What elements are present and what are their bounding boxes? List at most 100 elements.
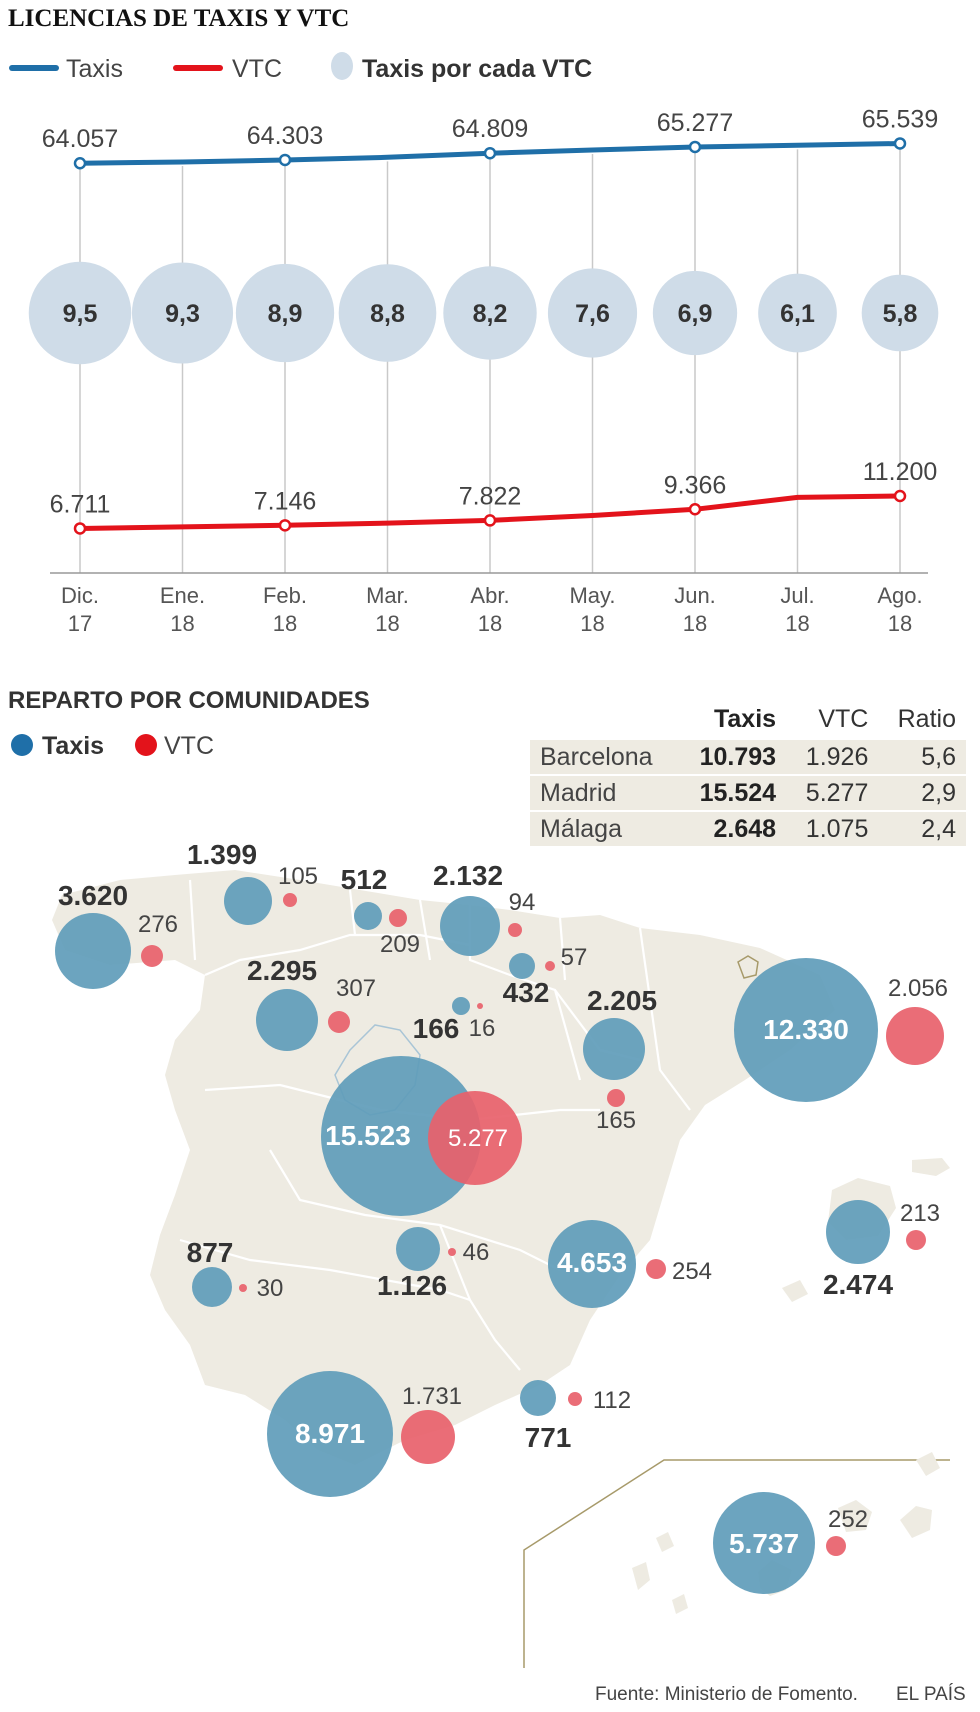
vtc-point <box>893 489 907 503</box>
vtc-bubble <box>283 893 297 907</box>
taxis-bubble <box>509 953 535 979</box>
ratio-bubble <box>338 264 437 362</box>
x-tick-year: 17 <box>68 611 92 636</box>
ratio-bubble-label: 8,9 <box>268 300 303 328</box>
canary-inset-frame <box>523 1459 950 1668</box>
vtc-point <box>278 519 292 532</box>
taxis-bubble-label: 1.126 <box>377 1270 447 1301</box>
ratio-bubble <box>131 262 234 364</box>
legend-ratio-swatch <box>331 52 353 80</box>
vtc-bubble <box>401 1410 455 1464</box>
x-tick-year: 18 <box>888 611 912 636</box>
vtc-bubble <box>239 1284 247 1292</box>
x-tick-year: 18 <box>478 611 502 636</box>
region-borders <box>179 879 691 1371</box>
map-bubbles: 3.620 1.399 512 2.132 432 166 2.295 2.205 12.330… <box>55 839 948 1594</box>
taxis-point <box>893 137 907 150</box>
taxis-value-label: 65.539 <box>862 105 938 133</box>
vtc-bubble <box>328 1011 350 1033</box>
ratio-bubble <box>443 266 537 360</box>
taxis-bubble-label: 2.474 <box>823 1269 893 1300</box>
x-tick-year: 18 <box>375 611 399 636</box>
ratio-bubble-label: 9,5 <box>63 300 98 328</box>
vtc-bubble <box>826 1536 846 1556</box>
taxis-bubble <box>713 1492 815 1594</box>
vtc-point <box>73 522 87 535</box>
taxis-bubble-label: 4.653 <box>557 1247 627 1278</box>
taxis-bubble <box>452 997 470 1015</box>
x-axis-tick-labels: Dic. 17 Ene. 18 Feb. 18 Mar. 18 Abr. 18 May. 18 Jun.… <box>61 583 923 636</box>
taxis-bubble <box>224 877 272 925</box>
taxis-value-label: 64.057 <box>42 125 118 153</box>
x-tick-year: 18 <box>273 611 297 636</box>
table-cell-vtc: 5.277 <box>786 774 879 811</box>
table-header-taxis: Taxis <box>713 704 777 733</box>
ratio-bubble <box>652 270 738 356</box>
vtc-bubble-label: 254 <box>672 1258 712 1285</box>
category-gridlines <box>79 147 901 573</box>
x-tick-month: Abr. <box>470 583 509 608</box>
brand-label: EL PAÍS <box>896 1684 966 1705</box>
taxis-point <box>73 156 87 170</box>
taxis-bubble-label: 3.620 <box>58 880 128 911</box>
ratio-bubble-label: 8,8 <box>370 300 405 328</box>
taxis-bubble-label: 8.971 <box>295 1418 365 1449</box>
vtc-value-label: 7.822 <box>459 482 522 510</box>
legend: Taxis VTC Taxis por cada VTC <box>9 52 592 83</box>
vtc-value-label: 6.711 <box>50 490 111 518</box>
vtc-bubble <box>141 945 163 967</box>
vtc-bubble-label: 213 <box>900 1200 940 1227</box>
vtc-bubble <box>568 1392 582 1406</box>
source-note: Fuente: Ministerio de Fomento. <box>595 1684 858 1705</box>
city-ratio-table: Taxis VTC Ratio Barcelona 10.793 1.926 5… <box>530 700 966 846</box>
vtc-bubble <box>607 1089 625 1107</box>
taxis-bubble-label: 2.205 <box>587 985 657 1016</box>
vtc-bubble <box>428 1091 522 1185</box>
vtc-bubble-label: 276 <box>138 911 178 938</box>
x-tick-month: Ene. <box>160 583 205 608</box>
table-header-vtc: VTC <box>818 704 869 733</box>
vtc-bubble-label: 252 <box>828 1506 868 1533</box>
taxis-bubble <box>396 1227 440 1271</box>
table-cell-city: Barcelona <box>530 738 679 775</box>
table-cell-ratio: 2,9 <box>878 774 966 811</box>
taxis-bubble <box>354 902 382 930</box>
taxis-bubble-label: 2.295 <box>247 955 317 986</box>
table-cell-vtc: 1.075 <box>786 810 879 846</box>
vtc-bubble-label: 209 <box>380 931 420 958</box>
vtc-bubble <box>545 961 555 971</box>
x-tick-year: 18 <box>580 611 604 636</box>
x-tick-year: 18 <box>683 611 707 636</box>
vtc-bubble-label: 94 <box>509 889 536 916</box>
taxis-bubble-label: 5.737 <box>729 1528 799 1559</box>
table-cell-vtc: 1.926 <box>786 738 879 775</box>
x-tick-month: Dic. <box>61 583 99 608</box>
taxis-bubble-label: 877 <box>187 1237 234 1268</box>
x-tick-month: Mar. <box>366 583 409 608</box>
vtc-bubble-label: 112 <box>593 1387 631 1414</box>
ratio-bubble-label: 7,6 <box>575 300 610 328</box>
balearic-menorca <box>912 1158 950 1176</box>
ratio-bubble <box>28 261 132 365</box>
vtc-bubble-label: 30 <box>257 1275 284 1302</box>
vtc-bubble-label: 5.277 <box>448 1125 508 1152</box>
ratio-bubble-label: 6,1 <box>780 300 815 328</box>
legend-vtc-label: VTC <box>232 55 282 83</box>
taxis-value-label: 65.277 <box>657 109 733 137</box>
ratio-bubble <box>861 274 939 352</box>
taxis-bubble-label: 432 <box>503 977 550 1008</box>
x-tick-year: 18 <box>170 611 194 636</box>
vtc-point <box>483 514 497 527</box>
taxis-bubble <box>520 1380 556 1416</box>
chart-title: LICENCIAS DE TAXIS Y VTC <box>8 5 349 32</box>
map-legend-taxis-label: Taxis <box>42 732 104 760</box>
map-legend-vtc-label: VTC <box>164 732 214 760</box>
ratio-bubble <box>547 268 638 358</box>
ratio-bubble <box>758 273 837 353</box>
taxis-point <box>688 140 702 154</box>
taxis-bubble <box>440 896 500 956</box>
map-title: REPARTO POR COMUNIDADES <box>8 687 370 714</box>
vtc-bubble-label: 165 <box>596 1107 636 1134</box>
taxis-bubble <box>256 989 318 1051</box>
